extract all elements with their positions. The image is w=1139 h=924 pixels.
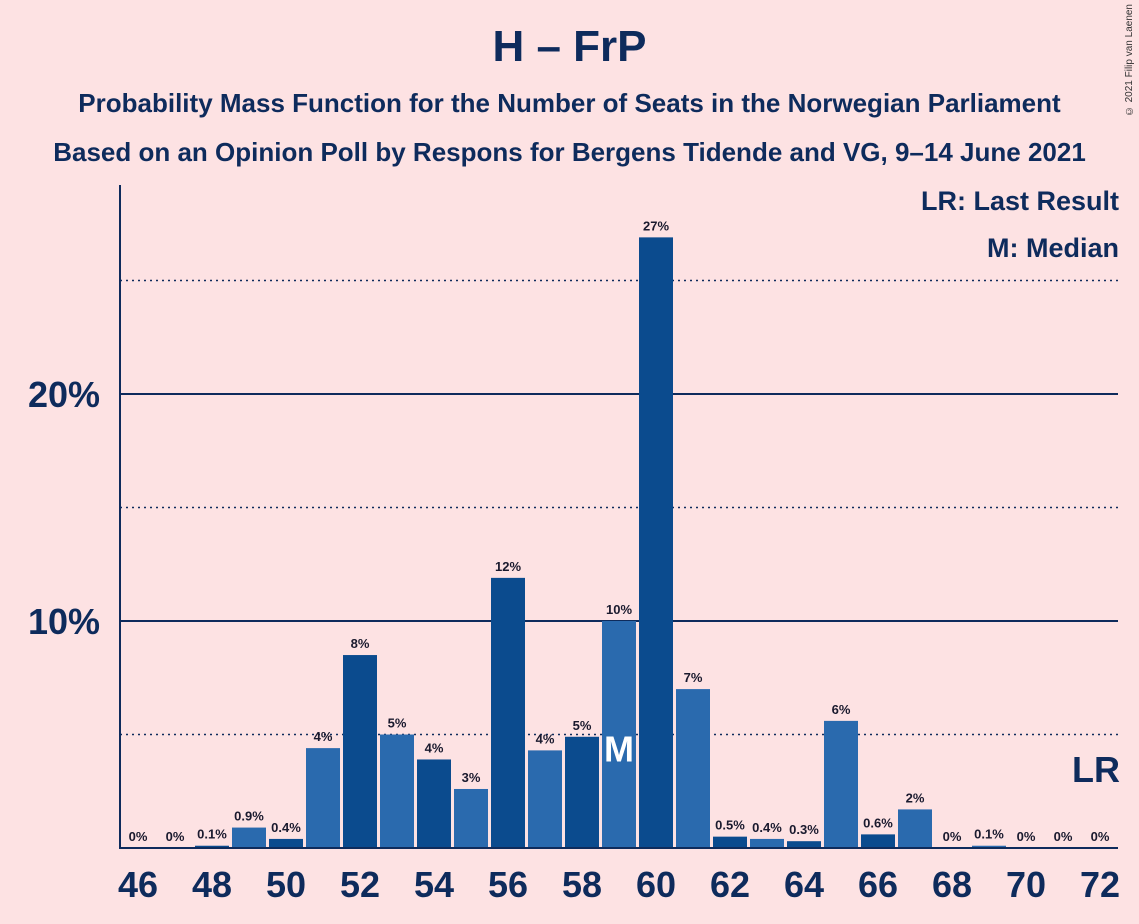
- x-tick-label: 62: [710, 864, 750, 905]
- bar-value-label: 0%: [1091, 829, 1110, 844]
- bar-value-label: 0.3%: [789, 822, 819, 837]
- bar-value-label: 5%: [573, 718, 592, 733]
- x-tick-label: 72: [1080, 864, 1120, 905]
- bar-value-label: 10%: [606, 602, 632, 617]
- bar-value-label: 0.1%: [974, 827, 1004, 842]
- last-result-marker: LR: [1072, 749, 1120, 790]
- bar-value-label: 0%: [1017, 829, 1036, 844]
- x-tick-label: 52: [340, 864, 380, 905]
- bar-value-label: 0.4%: [752, 820, 782, 835]
- bar-value-label: 0.6%: [863, 815, 893, 830]
- chart-subtitle-1: Probability Mass Function for the Number…: [78, 88, 1061, 118]
- bar-seat-48: [195, 845, 229, 848]
- bar-value-label: 0%: [1054, 829, 1073, 844]
- bar-value-label: 0.9%: [234, 809, 264, 824]
- bar-value-label: 3%: [462, 770, 481, 785]
- bar-seat-53: [380, 734, 414, 848]
- bar-value-label: 4%: [425, 740, 444, 755]
- bar-seat-58: [565, 736, 599, 848]
- bar-value-label: 0.5%: [715, 818, 745, 833]
- bar-seat-65: [824, 720, 858, 848]
- bar-seat-69: [972, 845, 1006, 848]
- bar-value-label: 4%: [314, 729, 333, 744]
- chart-title: H – FrP: [492, 22, 647, 71]
- chart-subtitle-2: Based on an Opinion Poll by Respons for …: [53, 137, 1086, 167]
- bar-seat-52: [343, 655, 377, 848]
- bar-seat-63: [750, 838, 784, 848]
- x-tick-label: 54: [414, 864, 454, 905]
- x-tick-label: 50: [266, 864, 306, 905]
- bar-seat-66: [861, 834, 895, 848]
- bar-seat-57: [528, 750, 562, 848]
- legend-last-result: LR: Last Result: [920, 186, 1119, 216]
- x-tick-label: 66: [858, 864, 898, 905]
- bar-value-label: 6%: [832, 702, 851, 717]
- bar-value-label: 27%: [643, 218, 669, 233]
- bar-value-label: 7%: [684, 670, 703, 685]
- x-tick-label: 64: [784, 864, 824, 905]
- x-tick-label: 46: [118, 864, 158, 905]
- bar-seat-67: [898, 809, 932, 848]
- bar-seat-51: [306, 748, 340, 848]
- bar-seat-50: [269, 838, 303, 848]
- bar-value-label: 0.1%: [197, 827, 227, 842]
- bar-seat-60: [639, 237, 673, 848]
- x-tick-label: 70: [1006, 864, 1046, 905]
- x-tick-label: 56: [488, 864, 528, 905]
- bar-seat-56: [491, 577, 525, 848]
- legend-median: M: Median: [987, 233, 1119, 263]
- bar-value-label: 4%: [536, 731, 555, 746]
- bar-value-label: 5%: [388, 716, 407, 731]
- x-tick-label: 48: [192, 864, 232, 905]
- bar-seat-61: [676, 689, 710, 848]
- bar-seat-54: [417, 759, 451, 848]
- x-tick-label: 58: [562, 864, 602, 905]
- bar-value-label: 0%: [166, 829, 185, 844]
- bar-value-label: 0.4%: [271, 820, 301, 835]
- y-tick-label: 10%: [28, 601, 100, 642]
- bar-seat-49: [232, 827, 266, 848]
- x-tick-label: 60: [636, 864, 676, 905]
- y-tick-label: 20%: [28, 374, 100, 415]
- bar-value-label: 0%: [943, 829, 962, 844]
- bar-seat-55: [454, 788, 488, 848]
- bar-value-label: 2%: [906, 790, 925, 805]
- bar-seat-62: [713, 836, 747, 848]
- bar-value-label: 12%: [495, 559, 521, 574]
- bar-value-label: 0%: [129, 829, 148, 844]
- x-tick-label: 68: [932, 864, 972, 905]
- bar-value-label: 8%: [351, 636, 370, 651]
- bar-seat-64: [787, 841, 821, 848]
- median-marker: M: [604, 729, 634, 770]
- bar-seat-59: [602, 621, 636, 848]
